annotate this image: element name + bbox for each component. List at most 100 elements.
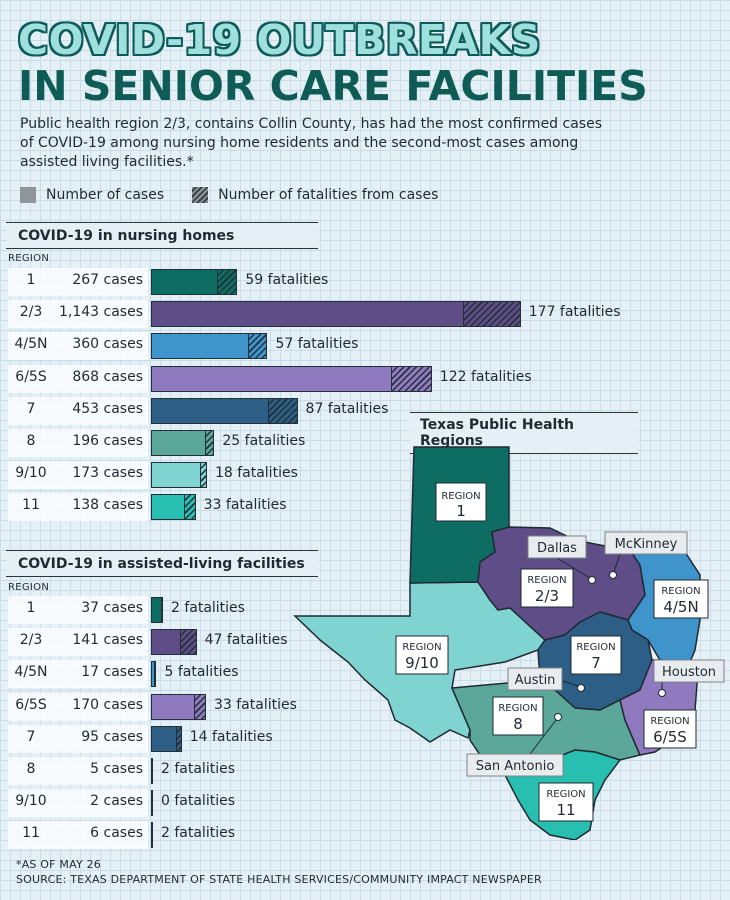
region-label: 11 xyxy=(22,825,40,842)
city-dallas: Dallas xyxy=(527,535,596,584)
fatalities-label: 122 fatalities xyxy=(439,368,532,385)
headline-line-2: IN SENIOR CARE FACILITIES xyxy=(18,62,648,110)
region-label: 6/5S xyxy=(15,368,47,385)
legend-fatalities-label: Number of fatalities from cases xyxy=(218,187,439,203)
fatalities-label: 18 fatalities xyxy=(214,465,298,482)
cases-bar xyxy=(151,397,298,424)
row-background xyxy=(8,364,148,393)
cases-bar xyxy=(151,430,215,456)
svg-text:Austin: Austin xyxy=(515,673,556,688)
city-san-antonio: San Antonio xyxy=(466,713,564,777)
row-background xyxy=(8,724,148,753)
assisted-row: 4/5N 17 cases 5 fatalities xyxy=(8,658,648,690)
region-label-1: REGION 1 xyxy=(435,482,487,522)
cases-bar xyxy=(151,629,197,656)
row-background xyxy=(8,429,148,457)
row-background xyxy=(8,628,148,657)
fatalities-label: 2 fatalities xyxy=(161,825,235,842)
fatalities-label: 0 fatalities xyxy=(161,793,235,810)
svg-text:McKinney: McKinney xyxy=(615,537,678,552)
region-label-9-10: REGION 9/10 xyxy=(395,635,449,675)
fatalities-label: 5 fatalities xyxy=(164,664,239,681)
region-label: 1 xyxy=(26,272,36,288)
region-label: 7 xyxy=(26,728,36,745)
svg-text:6/5S: 6/5S xyxy=(653,728,687,746)
cases-label: 453 cases xyxy=(72,400,143,417)
cases-bar xyxy=(151,301,521,328)
cases-bar xyxy=(151,725,182,752)
region-label: 2/3 xyxy=(19,304,43,321)
cases-segment xyxy=(152,598,161,622)
region-label-4-5n: REGION 4/5N xyxy=(653,579,709,619)
region-label: 8 xyxy=(26,433,36,449)
cases-segment xyxy=(152,302,463,327)
svg-text:4/5N: 4/5N xyxy=(663,598,698,616)
region-label: 1 xyxy=(26,600,36,616)
fatalities-segment xyxy=(200,463,206,488)
cases-bar xyxy=(151,494,196,521)
fatalities-label: 25 fatalities xyxy=(222,433,306,449)
fatalities-label: 2 fatalities xyxy=(170,600,245,616)
nursing-homes-title: COVID-19 in nursing homes xyxy=(6,222,318,249)
legend: Number of cases Number of fatalities fro… xyxy=(20,184,466,206)
svg-text:Dallas: Dallas xyxy=(537,541,577,556)
city-mckinney: McKinney xyxy=(604,531,688,579)
region-word: REGION xyxy=(441,491,480,502)
fatalities-label: 87 fatalities xyxy=(305,400,389,417)
cases-label: 141 cases xyxy=(72,632,143,649)
fatalities-segment xyxy=(153,662,156,687)
svg-text:2/3: 2/3 xyxy=(535,587,559,605)
region-label-2-3: REGION 2/3 xyxy=(520,568,574,608)
fatalities-segment xyxy=(194,694,205,719)
nursing-row: 8 196 cases 25 fatalities xyxy=(8,427,648,459)
footnote-date: *AS OF MAY 26 xyxy=(16,858,101,871)
cases-label: 17 cases xyxy=(81,664,143,681)
svg-text:REGION: REGION xyxy=(650,716,689,727)
svg-text:9/10: 9/10 xyxy=(405,654,439,672)
nursing-row: 4/5N 360 cases 57 fatalities xyxy=(8,330,648,362)
row-background xyxy=(8,821,148,850)
footnote-source: SOURCE: TEXAS DEPARTMENT OF STATE HEALTH… xyxy=(16,873,542,886)
fatalities-segment xyxy=(180,630,196,655)
cases-label: 5 cases xyxy=(90,761,143,777)
city-houston: Houston xyxy=(653,659,725,697)
svg-text:Houston: Houston xyxy=(662,665,716,680)
cases-segment xyxy=(152,270,218,294)
cases-bar xyxy=(151,661,157,688)
cases-bar xyxy=(151,269,238,295)
cases-bar xyxy=(151,365,432,392)
fatalities-label: 14 fatalities xyxy=(189,728,273,745)
row-background xyxy=(8,789,148,818)
row-background xyxy=(8,757,148,785)
cases-segment xyxy=(152,495,184,520)
fatalities-label: 177 fatalities xyxy=(528,304,621,321)
row-background xyxy=(8,596,148,624)
assisted-row: 9/10 2 cases 0 fatalities xyxy=(8,787,648,819)
fatalities-segment xyxy=(183,495,195,520)
cases-segment xyxy=(152,334,249,359)
assisted-row: 2/3 141 cases 47 fatalities xyxy=(8,626,648,658)
svg-text:1: 1 xyxy=(456,502,466,520)
svg-text:REGION: REGION xyxy=(527,575,566,586)
region-label: 9/10 xyxy=(15,465,47,482)
cases-segment xyxy=(152,431,206,455)
row-background xyxy=(8,300,148,329)
cases-bar xyxy=(151,790,153,817)
nursing-row: 1 267 cases 59 fatalities xyxy=(8,266,648,298)
assisted-row: 8 5 cases 2 fatalities xyxy=(8,755,648,787)
svg-text:REGION: REGION xyxy=(576,642,615,653)
fatalities-segment xyxy=(217,270,237,294)
cases-segment xyxy=(152,726,177,751)
row-background xyxy=(8,692,148,721)
region-label: 11 xyxy=(22,497,40,514)
cases-bar xyxy=(151,822,153,849)
region-label-6-5s: REGION 6/5S xyxy=(643,709,697,749)
region-label-7: REGION 7 xyxy=(570,635,622,675)
region-label: 8 xyxy=(26,761,36,777)
nursing-row: 2/3 1,143 cases 177 fatalities xyxy=(8,298,648,330)
row-background xyxy=(8,660,148,689)
assisted-row: 7 95 cases 14 fatalities xyxy=(8,723,648,755)
assisted-row: 6/5S 170 cases 33 fatalities xyxy=(8,691,648,723)
cases-label: 6 cases xyxy=(90,825,143,842)
intro-text: Public health region 2/3, contains Colli… xyxy=(20,116,602,170)
